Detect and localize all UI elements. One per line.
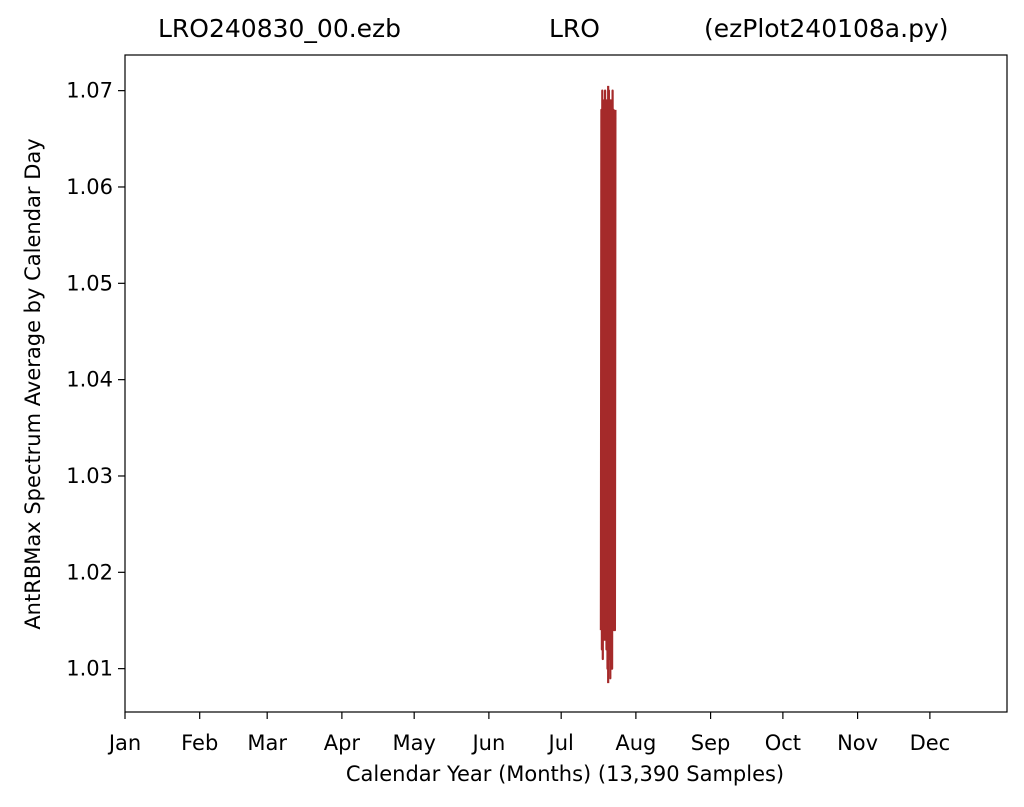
x-tick-label: Sep <box>691 731 731 755</box>
y-tick-label: 1.01 <box>66 657 113 681</box>
y-axis-label: AntRBMax Spectrum Average by Calendar Da… <box>21 138 45 630</box>
plot-area <box>125 55 1007 712</box>
y-tick-label: 1.02 <box>66 560 113 584</box>
x-tick-label: Aug <box>615 731 656 755</box>
x-tick-label: Jun <box>470 731 505 755</box>
y-tick-label: 1.04 <box>66 368 113 392</box>
x-tick-label: Feb <box>181 731 218 755</box>
x-tick-label: Mar <box>247 731 287 755</box>
x-tick-label: Oct <box>765 731 801 755</box>
chart-title-right: (ezPlot240108a.py) <box>704 14 949 43</box>
y-tick-label: 1.05 <box>66 271 113 295</box>
x-tick-label: Nov <box>837 731 878 755</box>
y-tick-label: 1.06 <box>66 175 113 199</box>
x-tick-label: Apr <box>324 731 361 755</box>
x-tick-label: May <box>392 731 435 755</box>
x-tick-label: Dec <box>910 731 951 755</box>
y-tick-label: 1.07 <box>66 79 113 103</box>
plot-frame <box>124 54 1008 713</box>
x-axis-label: Calendar Year (Months) (13,390 Samples) <box>345 762 785 786</box>
x-tick-label: Jul <box>547 731 574 755</box>
x-tick-label: Jan <box>107 731 141 755</box>
y-tick-label: 1.03 <box>66 464 113 488</box>
chart-title-center: LRO <box>549 14 600 43</box>
chart-title-left: LRO240830_00.ezb <box>158 14 402 43</box>
